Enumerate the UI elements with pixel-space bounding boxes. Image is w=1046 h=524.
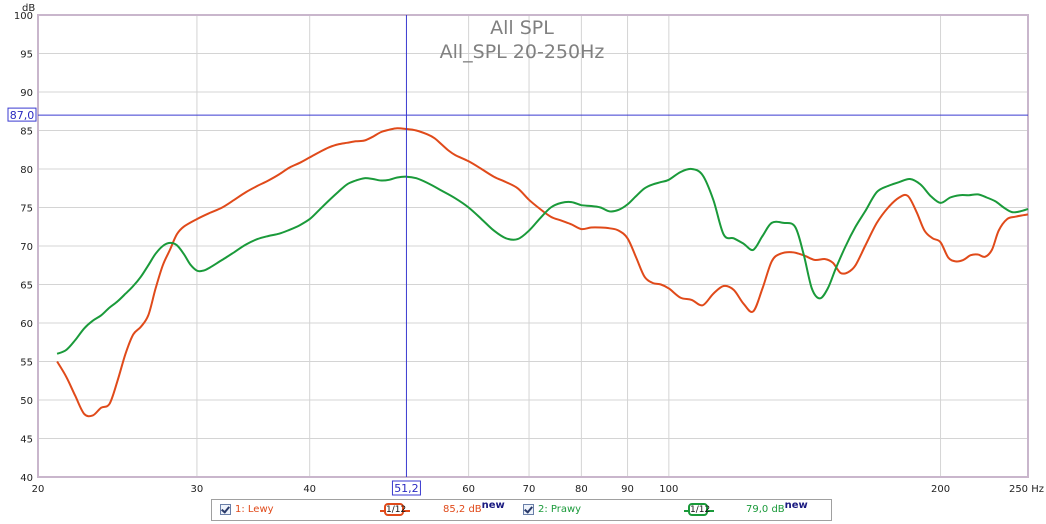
x-tick-80: 80 <box>575 484 588 495</box>
y-tick-70: 70 <box>20 242 33 253</box>
series2-smoothing-control[interactable]: 1/12 <box>684 503 714 518</box>
series2-smoothing-label: 1/12 <box>688 503 711 516</box>
x-tick-100: 100 <box>659 484 678 495</box>
y-tick-90: 90 <box>20 88 33 99</box>
series1-smoothing-label: 1/12 <box>384 503 407 516</box>
y-tick-60: 60 <box>20 319 33 330</box>
x-tick-40: 40 <box>303 484 316 495</box>
plot-frame <box>37 14 1029 478</box>
y-tick-100: 100 <box>14 11 33 22</box>
series-lines <box>56 127 1029 418</box>
chart-background <box>0 0 1046 498</box>
x-tick-20: 20 <box>32 484 45 495</box>
y-tick-45: 45 <box>20 435 33 446</box>
cursor[interactable]: 87,0 51,2 <box>7 15 1028 496</box>
series2-value: 79,0 dBnew <box>746 500 808 515</box>
x-axis-ticks: 20 30 40 60 70 80 90 100 200 250 Hz <box>32 484 1044 495</box>
spl-chart[interactable]: 40 45 50 55 60 65 70 75 80 85 90 95 100 20 30 40 60 70 80… <box>0 0 1046 498</box>
cursor-y-readout-box <box>7 107 37 122</box>
x-tick-200: 200 <box>931 484 950 495</box>
series-line-2 <box>56 167 1029 355</box>
cursor-x-readout-box <box>391 480 421 496</box>
series1-checkbox[interactable] <box>220 504 231 515</box>
y-tick-50: 50 <box>20 396 33 407</box>
series1-value: 85,2 dBnew <box>443 500 505 515</box>
y-axis-unit: dB <box>22 3 35 14</box>
cursor-y-readout: 87,0 <box>10 109 35 122</box>
cursor-x-readout: 51,2 <box>394 482 419 495</box>
x-tick-70: 70 <box>523 484 536 495</box>
chart-title: All SPL <box>490 17 554 39</box>
series2-checkbox[interactable] <box>523 504 534 515</box>
y-tick-65: 65 <box>20 281 33 292</box>
series1-label: 1: Lewy <box>235 504 274 515</box>
y-tick-80: 80 <box>20 165 33 176</box>
series-line-1 <box>56 127 1029 418</box>
y-tick-40: 40 <box>20 473 33 484</box>
chart-subtitle: All_SPL 20-250Hz <box>440 41 605 63</box>
legend: 1: Lewy 1/12 85,2 dBnew 2: Prawy 1/12 79… <box>211 499 832 521</box>
x-tick-90: 90 <box>621 484 634 495</box>
series1-smoothing-control[interactable]: 1/12 <box>380 503 410 518</box>
series2-new-tag: new <box>784 500 808 511</box>
y-axis-ticks: 40 45 50 55 60 65 70 75 80 85 90 95 100 <box>14 11 33 484</box>
x-tick-60: 60 <box>462 484 475 495</box>
y-tick-85: 85 <box>20 127 33 138</box>
y-tick-95: 95 <box>20 50 33 61</box>
series1-new-tag: new <box>481 500 505 511</box>
y-tick-75: 75 <box>20 204 33 215</box>
y-tick-55: 55 <box>20 358 33 369</box>
series2-label: 2: Prawy <box>538 504 582 515</box>
x-tick-250: 250 Hz <box>1009 484 1044 495</box>
x-tick-30: 30 <box>191 484 204 495</box>
